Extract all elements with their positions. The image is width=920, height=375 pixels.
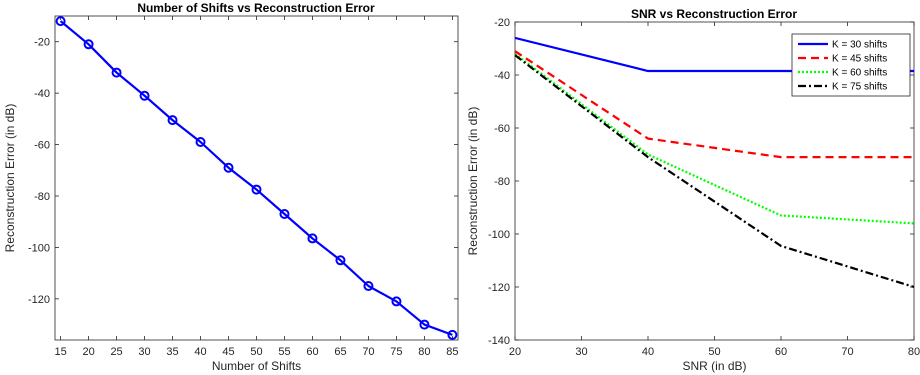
y-axis-label: Reconstruction Error (in dB) — [466, 107, 480, 256]
x-tick-label: 20 — [82, 346, 94, 358]
x-tick-label: 25 — [110, 346, 122, 358]
legend-label: K = 75 shifts — [832, 82, 887, 93]
data-point — [55, 16, 66, 27]
y-tick-label: -60 — [494, 123, 510, 135]
y-tick-label: -20 — [494, 17, 510, 29]
plot-area — [54, 15, 459, 341]
chart-title: SNR vs Reconstruction Error — [631, 7, 797, 21]
legend-label: K = 30 shifts — [832, 40, 887, 51]
x-tick-label: 15 — [54, 346, 66, 358]
y-tick-label: -140 — [488, 335, 510, 347]
x-tick-label: 50 — [708, 346, 720, 358]
y-tick-label: -80 — [494, 176, 510, 188]
y-tick-label: -120 — [488, 282, 510, 294]
x-tick-label: 85 — [446, 346, 458, 358]
data-point — [363, 281, 374, 291]
y-tick-label: -60 — [34, 140, 50, 152]
x-tick-label: 80 — [418, 346, 430, 358]
data-point — [391, 296, 402, 307]
y-tick-label: -40 — [34, 88, 50, 100]
chart-2: SNR vs Reconstruction Error 20 30 40 50 60 70 8… — [466, 7, 920, 373]
y-tick-label: -100 — [28, 242, 50, 254]
x-tick-label: 80 — [908, 346, 920, 358]
y-tick-label: -40 — [494, 70, 510, 82]
x-tick-label: 55 — [278, 346, 290, 358]
y-tick-label: -120 — [28, 294, 50, 306]
data-point — [419, 319, 430, 330]
data-point — [335, 255, 346, 266]
x-axis-label: SNR (in dB) — [682, 359, 746, 373]
data-point — [279, 209, 290, 219]
x-tick-label: 45 — [222, 346, 234, 358]
chart-title: Number of Shifts vs Reconstruction Error — [137, 1, 375, 15]
x-tick-label: 60 — [306, 346, 318, 358]
x-tick-label: 65 — [334, 346, 346, 358]
data-point — [167, 115, 178, 126]
x-tick-label: 30 — [575, 346, 587, 358]
y-axis-label: Reconstruction Error (in dB) — [3, 104, 17, 253]
x-axis-label: Number of Shifts — [212, 359, 301, 373]
chart-1: Number of Shifts vs Reconstruction Error… — [3, 1, 459, 373]
y-tick-label: -80 — [34, 191, 50, 203]
legend-label: K = 45 shifts — [832, 54, 887, 65]
data-point — [83, 39, 94, 50]
legend: K = 30 shifts K = 45 shifts K = 60 shifts K… — [791, 33, 911, 97]
data-point — [139, 90, 150, 101]
x-tick-label: 70 — [841, 346, 853, 358]
x-tick-label: 60 — [775, 346, 787, 358]
data-point — [251, 184, 262, 195]
series-line-1 — [59, 20, 453, 336]
x-tick-label: 30 — [138, 346, 150, 358]
x-tick-label: 40 — [642, 346, 654, 358]
x-tick-label: 70 — [362, 346, 374, 358]
y-tick-label: -100 — [488, 229, 510, 241]
legend-label: K = 60 shifts — [832, 68, 887, 79]
x-tick-label: 40 — [194, 346, 206, 358]
series-line-4 — [515, 54, 914, 289]
x-tick-label: 35 — [166, 346, 178, 358]
x-tick-label: 50 — [250, 346, 262, 358]
data-point — [195, 137, 206, 147]
series-line-2 — [515, 50, 914, 159]
y-tick-label: -20 — [34, 37, 50, 49]
data-point — [111, 67, 122, 78]
x-tick-label: 75 — [390, 346, 402, 358]
data-point — [223, 162, 234, 173]
x-tick-label: 20 — [509, 346, 521, 358]
data-point — [447, 329, 458, 340]
data-point — [307, 233, 318, 244]
